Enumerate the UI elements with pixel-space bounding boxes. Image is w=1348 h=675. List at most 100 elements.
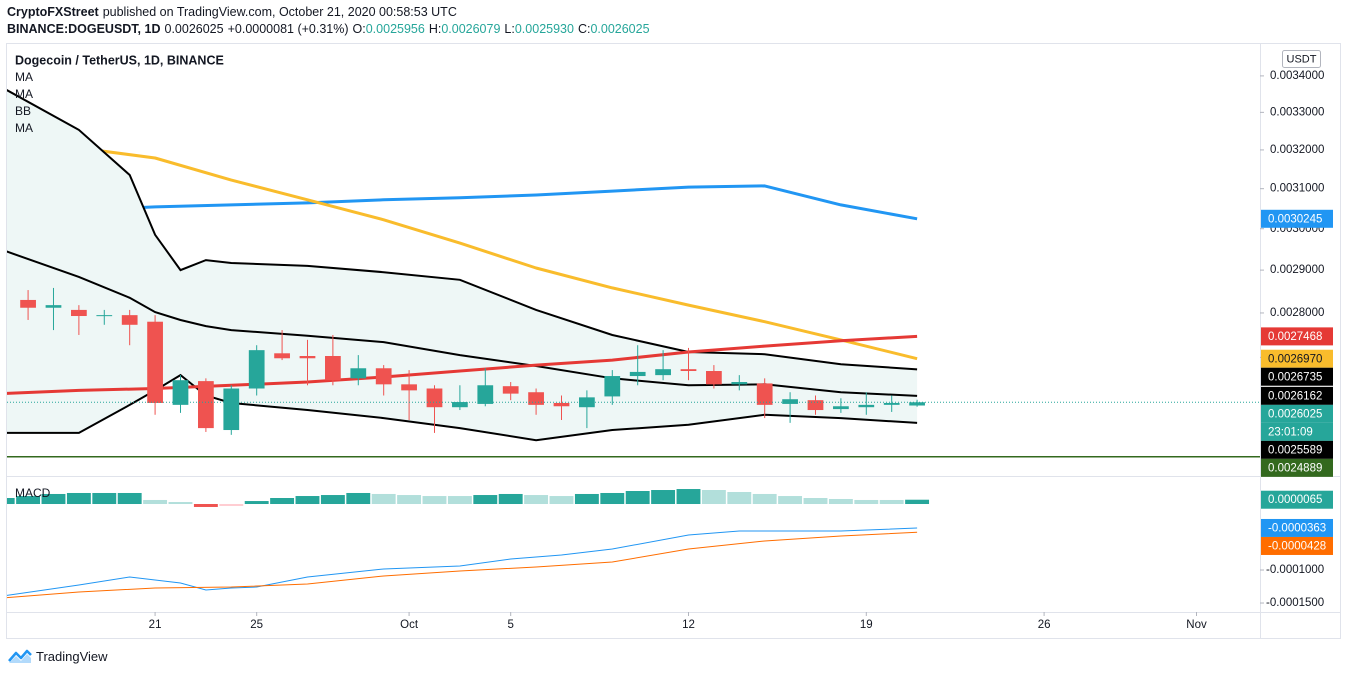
candle-body [756,383,773,405]
candle-body [248,350,265,389]
macd-histogram-bar [7,498,15,505]
candle-body [782,399,798,404]
header-line: BINANCE:DOGEUSDT, 1D 0.0026025 +0.0000081 … [7,21,650,38]
price-label-box [1261,422,1333,441]
candle-body [71,309,87,317]
price-label-box [1261,458,1333,477]
moving-average [7,184,918,221]
price-label: 23:01:09 [1268,426,1313,438]
price-label: -0.0000428 [1268,541,1326,553]
chart-title: Dogecoin / TetherUS, 1D, BINANCE [15,53,224,67]
macd-histogram-bar [320,495,345,505]
macd-histogram-bar [524,495,549,505]
candle-body [553,402,570,407]
price-label: -0.0000363 [1268,523,1326,535]
macd-histogram-bar [244,501,269,505]
main-pane [7,89,1260,458]
footer-brand: TradingView [36,648,108,664]
price-label-box [1261,209,1333,228]
candle-body [121,315,138,325]
macd-pane [7,489,930,599]
header-line: CryptoFXStreet published on TradingView.c… [7,4,650,21]
macd-line [7,531,918,599]
price-label: 0.0027468 [1268,331,1322,343]
x-tick-label: 21 [149,619,162,631]
candle-body [452,402,468,408]
candle-body [909,402,925,406]
ohlc-label: C: [577,22,591,36]
macd-histogram-bar [828,498,853,505]
candle-body [375,368,392,385]
candle-body [833,406,849,410]
ohlc-value: 0.0025930 [514,22,574,36]
price-label: 0.0024889 [1268,462,1322,474]
y-tick-label: 0.0028000 [1270,307,1324,319]
price-label: 0.0026970 [1268,353,1322,365]
candle-body [147,321,163,403]
macd-histogram-bar [346,492,371,505]
price-label-box [1261,490,1333,509]
candle-body [96,315,113,317]
candle-body [528,392,544,405]
x-tick-label: 12 [682,619,695,631]
macd-line [7,527,918,596]
currency-box [1282,50,1321,68]
macd-histogram-bar [676,489,701,505]
macd-histogram-bar [727,491,752,505]
candle-body [426,388,443,408]
candle-body [223,388,240,431]
price-label-box [1261,386,1333,405]
publisher: CryptoFXStreet [7,5,99,19]
price-label-box [1261,349,1333,368]
price-label-box [1261,440,1333,459]
candle-body [655,369,671,376]
macd-histogram-bar [600,492,625,505]
candle-body [883,402,900,405]
macd-histogram-bar [498,493,523,505]
candle-body [45,305,62,308]
candle-body [325,356,341,381]
x-tick-label: 25 [250,619,263,631]
x-tick-label: 19 [860,619,873,631]
macd-histogram-bar [447,496,472,505]
change: +0.0000081 (+0.31%) [227,22,349,36]
ohlc-label: H: [428,22,442,36]
macd-histogram-bar [92,492,117,505]
candle-body [629,371,646,377]
macd-histogram-bar [219,504,244,506]
x-tick-label: 26 [1038,619,1051,631]
candle-body [858,404,875,408]
macd-title: MACD [15,486,51,500]
macd-histogram-bar [66,492,91,505]
macd-histogram-bar [778,496,803,505]
candle-body [680,369,697,372]
candle-body [198,381,214,429]
candle-body [274,353,290,359]
footer: TradingView [8,648,108,664]
legend-entry: MA [15,70,33,84]
candle-body [477,385,494,404]
candle-body [604,376,621,397]
macd-histogram-bar [422,496,447,505]
candle-body [299,356,316,359]
macd-histogram-bar [16,496,41,505]
macd-histogram-bar [574,493,599,505]
price-label-box [1261,327,1333,346]
candle-body [20,299,36,308]
moving-average [7,136,918,361]
y-tick-label: 0.0032000 [1270,144,1324,156]
legend-entry: MA [15,121,33,135]
bb-lower [7,373,918,442]
logo [8,649,32,663]
price-label: 0.0026025 [1268,408,1322,420]
price-label-box [1261,518,1333,537]
symbol: BINANCE:DOGEUSDT, 1D [7,22,161,36]
macd-histogram-bar [143,499,168,505]
macd-histogram-bar [193,504,218,507]
y-tick-label: -0.0001500 [1266,597,1324,609]
macd-histogram-bar [803,498,828,505]
y-tick-label: 0.0029000 [1270,264,1324,276]
price-label: 0.0000065 [1268,494,1322,506]
published: published on TradingView.com, October 21… [102,5,457,19]
ohlc-value: 0.0026079 [441,22,501,36]
